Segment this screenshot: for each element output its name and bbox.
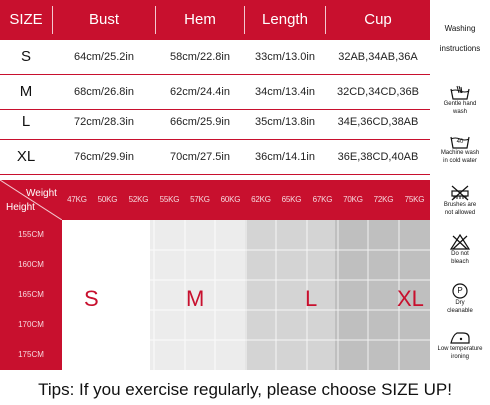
weight-label: 70KG bbox=[343, 195, 363, 204]
row-cup: 32AB,34AB,36A bbox=[338, 51, 418, 63]
corner-diagonal bbox=[0, 180, 62, 220]
wash-label: in cold water bbox=[443, 158, 477, 164]
machine-wash-cold-icon: 40 bbox=[449, 133, 471, 149]
height-label: 165CM bbox=[18, 290, 44, 299]
table-row: S 64cm/25.2in 58cm/22.8in 33cm/13.0in 32… bbox=[0, 40, 430, 74]
row-length: 36cm/14.1in bbox=[255, 151, 315, 163]
zone-s bbox=[62, 220, 150, 370]
header-hem: Hem bbox=[184, 11, 216, 28]
header-cup: Cup bbox=[364, 11, 392, 28]
no-brush-icon bbox=[451, 185, 469, 201]
wash-label: wash bbox=[452, 109, 467, 115]
row-size: S bbox=[20, 48, 31, 65]
washing-instructions-panel: Washing instructions Gentle hand wash 40… bbox=[430, 0, 490, 370]
size-table: SIZE Bust Hem Length Cup S 64cm/25.2in 5… bbox=[0, 0, 430, 175]
row-cup: 32CD,34CD,36B bbox=[337, 86, 419, 98]
wash-item: Brushes are not allowed bbox=[430, 185, 490, 217]
wash-label: Dry bbox=[455, 300, 465, 306]
row-hem: 70cm/27.5in bbox=[170, 151, 230, 163]
table-row: M 68cm/26.8in 62cm/24.4in 34cm/13.4in 32… bbox=[0, 75, 430, 109]
height-label: 175CM bbox=[18, 350, 44, 359]
row-size: M bbox=[19, 83, 33, 100]
weight-label: 60KG bbox=[220, 195, 241, 204]
weight-label: 55KG bbox=[159, 195, 180, 204]
wash-temp: 40 bbox=[456, 139, 464, 145]
low-temperature-ironing-icon bbox=[450, 332, 470, 344]
do-not-bleach-icon bbox=[449, 234, 471, 250]
height-column: 155CM 160CM 165CM 170CM 175CM bbox=[0, 220, 62, 370]
weight-header-row: Weight Height 47KG 50KG 52KG 55KG 57KG 6… bbox=[0, 180, 430, 220]
weight-label: 52KG bbox=[128, 195, 149, 204]
dry-clean-letter: P bbox=[457, 286, 463, 295]
weight-label: 72KG bbox=[373, 195, 394, 204]
weight-label: 57KG bbox=[190, 195, 210, 204]
size-zone-label-m: M bbox=[186, 286, 205, 311]
size-zone-label-xl: XL bbox=[397, 286, 424, 311]
row-bust: 64cm/25.2in bbox=[74, 51, 134, 63]
corner-weight-label: Weight bbox=[26, 188, 57, 199]
weight-height-grid: Weight Height 47KG 50KG 52KG 55KG 57KG 6… bbox=[0, 180, 430, 370]
row-length: 33cm/13.0in bbox=[255, 51, 315, 63]
size-zone-label-s: S bbox=[84, 286, 99, 311]
wash-label: bleach bbox=[451, 259, 469, 265]
row-divider bbox=[0, 74, 430, 75]
size-zone-label-l: L bbox=[305, 286, 318, 311]
row-length: 35cm/13.8in bbox=[255, 116, 315, 128]
header-bust: Bust bbox=[88, 11, 119, 28]
weight-label: 47KG bbox=[67, 195, 87, 204]
wash-label: Gentle hand bbox=[443, 101, 477, 107]
row-hem: 58cm/22.8in bbox=[170, 51, 230, 63]
row-divider bbox=[0, 174, 430, 175]
wash-label: not allowed bbox=[444, 210, 476, 216]
row-divider bbox=[0, 109, 430, 110]
washing-title-line2: instructions bbox=[439, 44, 481, 53]
wash-label: ironing bbox=[450, 354, 469, 360]
weight-label: 62KG bbox=[251, 195, 271, 204]
row-bust: 68cm/26.8in bbox=[74, 86, 134, 98]
row-size: L bbox=[21, 113, 31, 130]
zone-m bbox=[150, 220, 245, 370]
row-divider bbox=[0, 139, 430, 140]
zone-l bbox=[245, 220, 335, 370]
wash-label: Brushes are bbox=[443, 202, 477, 208]
row-size: XL bbox=[16, 148, 36, 165]
wash-label: Do not bbox=[451, 251, 469, 257]
weight-label: 50KG bbox=[97, 195, 118, 204]
height-label: 160CM bbox=[18, 260, 44, 269]
weight-label: 75KG bbox=[404, 195, 425, 204]
row-hem: 62cm/24.4in bbox=[170, 86, 230, 98]
zone-xl bbox=[335, 220, 430, 370]
dry-cleanable-icon: P bbox=[451, 283, 469, 299]
corner-height-label: Height bbox=[6, 202, 35, 213]
height-label: 170CM bbox=[18, 320, 44, 329]
gentle-hand-wash-icon bbox=[450, 85, 470, 100]
wash-label: Low temperature bbox=[437, 346, 483, 352]
height-label: 155CM bbox=[18, 230, 44, 239]
row-length: 34cm/13.4in bbox=[255, 86, 315, 98]
header-length: Length bbox=[262, 11, 308, 28]
row-cup: 34E,36CD,38AB bbox=[337, 116, 419, 128]
wash-item: Gentle hand wash bbox=[430, 84, 490, 116]
wash-item: P Dry cleanable bbox=[430, 283, 490, 315]
wash-label: Machine wash bbox=[440, 150, 480, 156]
tips-text: Tips: If you exercise regularly, please … bbox=[38, 380, 452, 399]
row-bust: 72cm/28.3in bbox=[74, 116, 134, 128]
header-size: SIZE bbox=[9, 11, 43, 28]
row-bust: 76cm/29.9in bbox=[74, 151, 134, 163]
table-row: L 72cm/28.3in 66cm/25.9in 35cm/13.8in 34… bbox=[0, 105, 430, 139]
wash-item: Do not bleach bbox=[430, 234, 490, 266]
washing-title: Washing bbox=[444, 24, 476, 33]
weight-label: 67KG bbox=[312, 195, 333, 204]
weight-label: 65KG bbox=[281, 195, 302, 204]
table-row: XL 76cm/29.9in 70cm/27.5in 36cm/14.1in 3… bbox=[0, 140, 430, 174]
wash-label: cleanable bbox=[447, 308, 473, 314]
wash-item: Low temperature ironing bbox=[430, 329, 490, 361]
grid-lines bbox=[62, 220, 430, 370]
row-hem: 66cm/25.9in bbox=[170, 116, 230, 128]
size-table-header: SIZE Bust Hem Length Cup bbox=[0, 0, 430, 40]
row-cup: 36E,38CD,40AB bbox=[337, 151, 419, 163]
wash-item: 40 Machine wash in cold water bbox=[430, 133, 490, 165]
